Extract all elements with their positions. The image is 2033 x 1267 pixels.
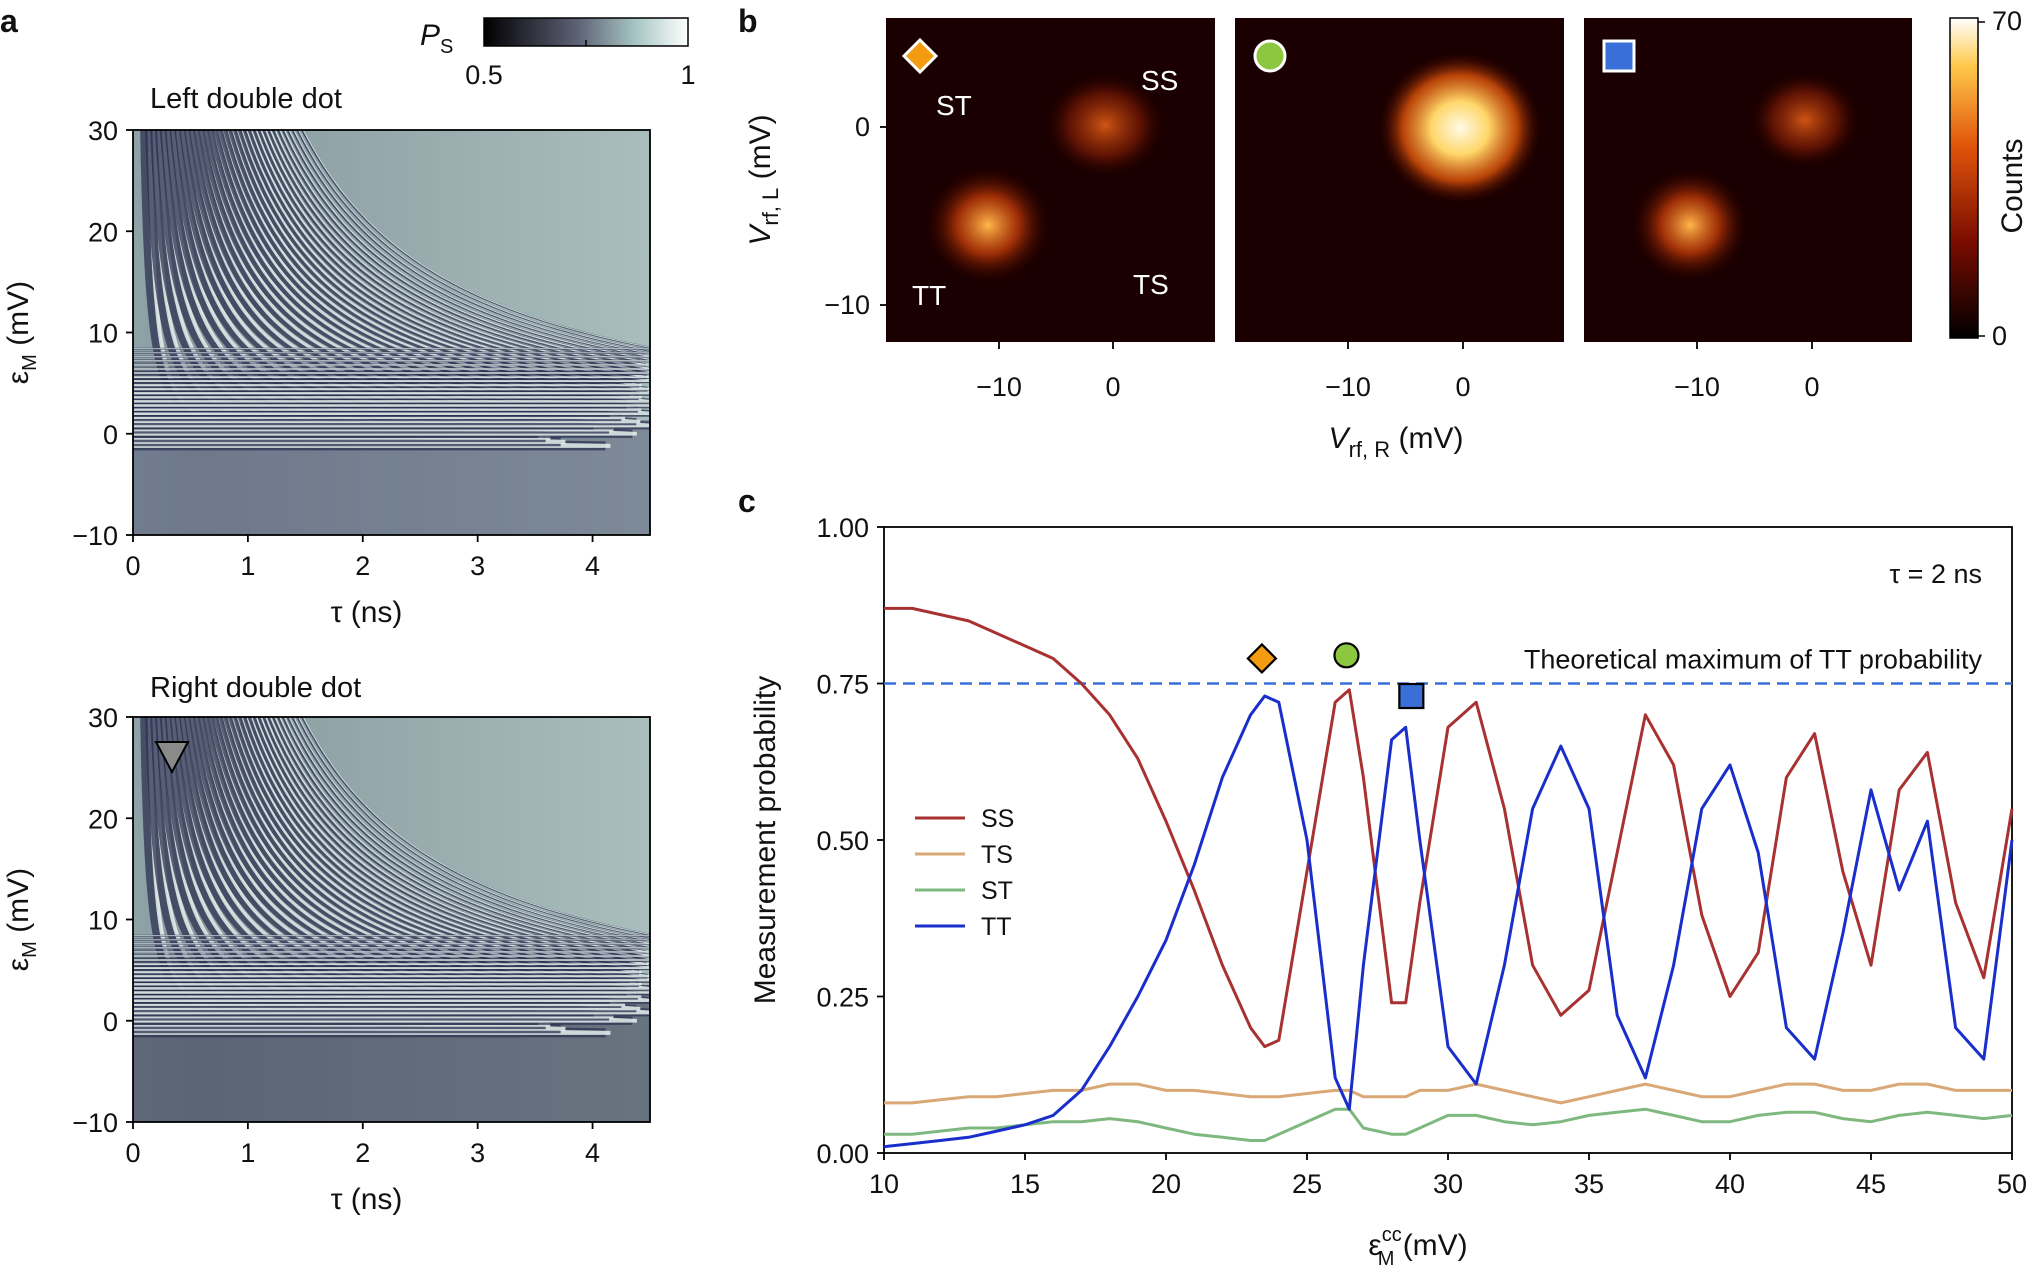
c-x-tick-label: 15 [1010,1169,1040,1199]
c-x-tick-label: 10 [869,1169,899,1199]
histogram-square [1584,18,1912,342]
b-xtick-1: −10 [976,372,1022,402]
x-axis-label: τ (ns) [331,596,403,629]
panel-b-ticks [880,126,1813,349]
c-y-tick-label: 0.00 [816,1139,869,1169]
x-tick-label: 2 [355,1138,370,1168]
square-marker-icon [1398,682,1425,710]
c-x-axis-label: εcc M (mV) [1368,1224,1467,1267]
b-xtick-6: 0 [1804,372,1819,402]
series-line-tt [883,694,2014,1149]
c-x-tick-label: 50 [1997,1169,2027,1199]
panel-label-a: a [0,3,18,39]
ps-colorbar-min: 0.5 [465,60,503,90]
y-tick-label: 10 [88,906,118,936]
x-tick-label: 4 [585,551,600,581]
ps-colorbar-max: 1 [680,60,695,90]
c-x-tick-label: 20 [1151,1169,1181,1199]
c-y-tick-label: 0.50 [816,826,869,856]
bottom-heatmap-title: Right double dot [150,672,361,704]
b-xtick-5: −10 [1674,372,1720,402]
reference-line-label: Theoretical maximum of TT probability [1524,645,1983,675]
series-line-ts [884,1082,2012,1105]
y-axis-label: εM (mV) [2,868,41,971]
label-tt: TT [912,280,946,311]
c-x-tick-label: 45 [1856,1169,1886,1199]
x-axis-label: τ (ns) [331,1183,403,1216]
c-x-tick-label: 40 [1715,1169,1745,1199]
b-xtick-3: −10 [1325,372,1371,402]
y-tick-label: −10 [72,1108,118,1138]
square-marker-icon [1602,39,1636,73]
diamond-marker-icon [901,37,939,75]
legend-entry: ST [981,877,1013,905]
y-tick-label: 30 [88,703,118,733]
x-tick-label: 1 [240,551,255,581]
y-tick-label: 20 [88,804,118,834]
c-x-tick-label: 35 [1574,1169,1604,1199]
panel-label-c: c [738,483,756,519]
b-ytick-0: 0 [855,112,870,142]
c-y-tick-label: 1.00 [816,513,869,543]
x-tick-label: 0 [125,551,140,581]
y-tick-label: −10 [72,521,118,551]
histogram-circle [1235,18,1564,342]
c-y-tick-label: 0.75 [816,670,869,700]
diamond-marker-icon [1246,642,1278,675]
y-tick-label: 20 [88,217,118,247]
x-tick-label: 1 [240,1138,255,1168]
x-tick-label: 3 [470,1138,485,1168]
legend-entry: SS [981,805,1014,833]
y-tick-label: 0 [103,420,118,450]
measurement-probability-chart: 10 15 20 25 30 35 40 45 50 0.00 0.25 0.50 0.75 1.00 Me… [749,513,2027,1267]
b-ylabel: Vrf, L (mV) [744,114,783,245]
counts-label: Counts [1996,138,2029,233]
counts-colorbar: 70 0 Counts [1949,6,2029,351]
circle-marker-icon [1333,642,1360,669]
right-double-dot-heatmap [133,717,650,1122]
legend-entry: TT [981,913,1012,941]
y-axis-label: εM (mV) [2,281,41,384]
tau-annotation: τ = 2 ns [1890,559,1982,589]
panel-label-b: b [738,3,758,39]
b-xtick-4: 0 [1455,372,1470,402]
top-heatmap-title: Left double dot [150,83,342,115]
circle-marker-icon [1253,39,1287,73]
histogram-diamond: ST SS TT TS [886,18,1215,342]
x-tick-label: 0 [125,1138,140,1168]
y-tick-label: 30 [88,116,118,146]
series-line-ss [884,606,2014,1049]
c-x-tick-label: 30 [1433,1169,1463,1199]
ps-colorbar: PS 0.5 1 [420,17,696,90]
b-xtick-2: 0 [1105,372,1120,402]
left-double-dot-heatmap [133,130,650,535]
c-y-tick-label: 0.25 [816,983,869,1013]
label-ss: SS [1141,65,1178,96]
legend-entry: TS [981,841,1013,869]
b-xlabel: Vrf, R (mV) [1329,422,1464,462]
y-tick-label: 10 [88,319,118,349]
ps-colorbar-symbol: PS [420,19,453,58]
x-tick-label: 3 [470,551,485,581]
label-st: ST [936,90,972,121]
counts-max: 70 [1992,6,2022,36]
x-tick-label: 4 [585,1138,600,1168]
y-tick-label: 0 [103,1007,118,1037]
counts-min: 0 [1992,321,2007,351]
plot-frame [883,526,2013,1154]
x-tick-label: 2 [355,551,370,581]
c-x-tick-label: 25 [1292,1169,1322,1199]
triangle-marker-icon [154,741,190,775]
series-line-st [884,1107,2013,1142]
label-ts: TS [1133,269,1169,300]
b-ytick-neg10: −10 [824,290,870,320]
c-y-axis-label: Measurement probability [749,676,782,1005]
